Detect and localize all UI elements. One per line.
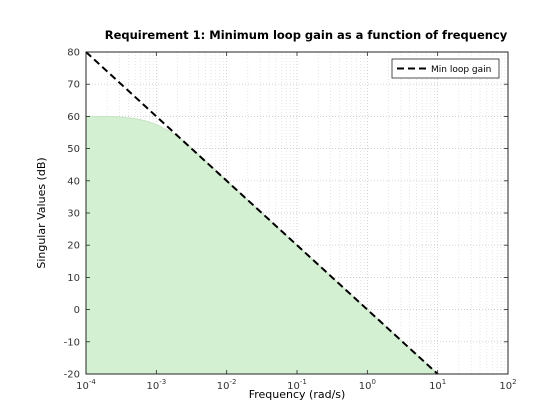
y-tick-label: 40 — [67, 176, 80, 187]
y-tick-labels: -20 -10 0 10 20 30 40 50 60 70 80 — [64, 48, 80, 381]
y-tick-label: 10 — [67, 273, 80, 284]
y-tick-label: 70 — [67, 80, 80, 91]
y-tick-label: 20 — [67, 241, 80, 252]
chart-title: Requirement 1: Minimum loop gain as a fu… — [105, 28, 508, 42]
tick-marks — [85, 51, 509, 375]
min-loop-gain-line — [85, 51, 439, 375]
y-tick-label: -10 — [64, 337, 80, 348]
y-tick-label: 80 — [67, 48, 80, 59]
x-tick-label: 10-3 — [146, 378, 166, 392]
x-tick-label: 10-4 — [76, 378, 96, 392]
legend-label-min-loop-gain: Min loop gain — [431, 65, 491, 75]
y-tick-label: 60 — [67, 112, 80, 123]
y-tick-label: -20 — [64, 370, 80, 381]
x-tick-label: 100 — [359, 378, 376, 392]
y-tick-label: 0 — [74, 305, 80, 316]
shaded-region — [86, 116, 438, 375]
legend: Min loop gain — [391, 58, 500, 79]
x-tick-label: 102 — [499, 378, 516, 392]
y-axis-label: Singular Values (dB) — [35, 157, 48, 268]
legend-box — [391, 58, 500, 79]
y-tick-label: 30 — [67, 209, 80, 220]
x-tick-labels: 10-4 10-3 10-2 10-1 100 101 102 — [76, 378, 516, 392]
x-tick-label: 101 — [429, 378, 446, 392]
y-tick-label: 50 — [67, 144, 80, 155]
x-axis-label: Frequency (rad/s) — [249, 388, 346, 401]
x-tick-label: 10-1 — [287, 378, 307, 392]
x-tick-label: 10-2 — [217, 378, 237, 392]
